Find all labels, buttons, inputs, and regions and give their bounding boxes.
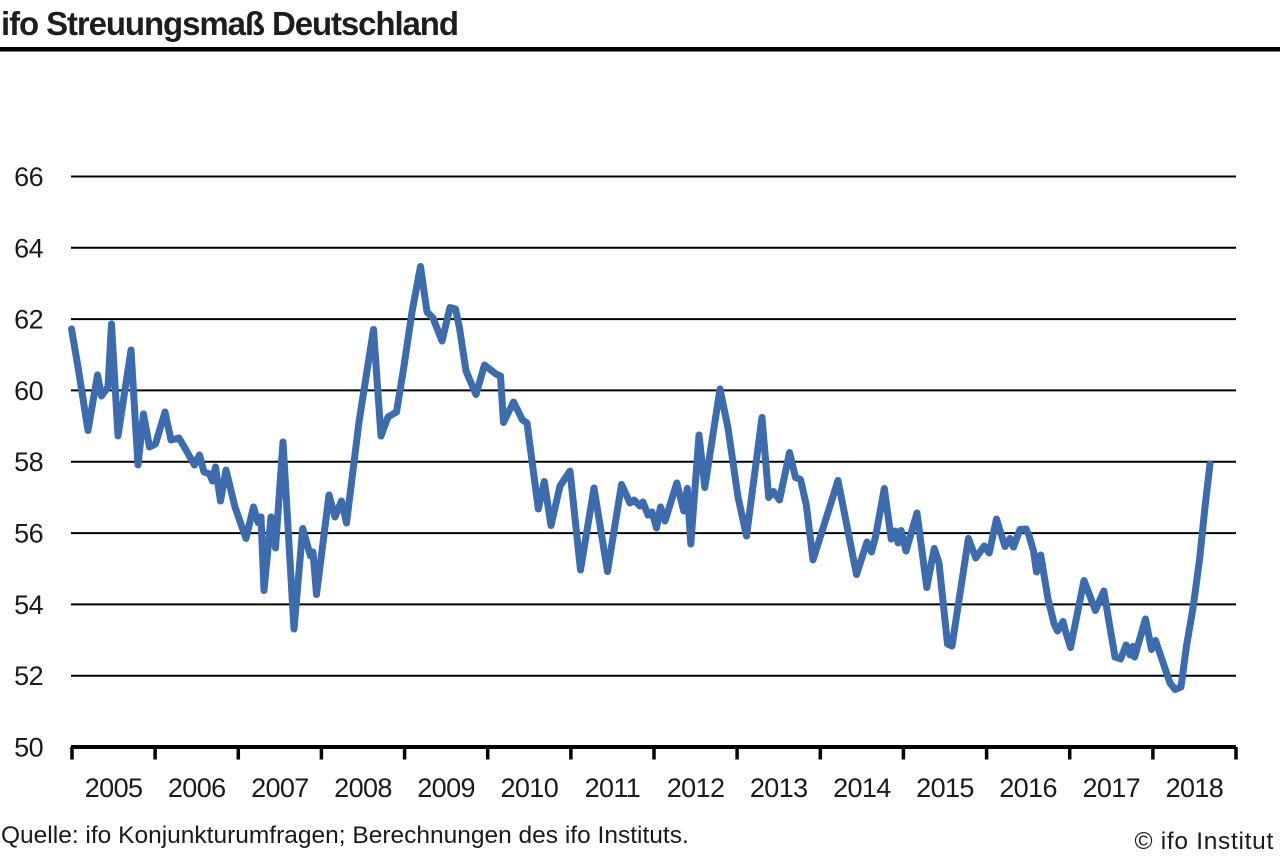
svg-text:54: 54 bbox=[14, 590, 43, 620]
svg-text:64: 64 bbox=[14, 233, 43, 263]
svg-text:2014: 2014 bbox=[833, 773, 891, 803]
svg-text:2017: 2017 bbox=[1082, 773, 1140, 803]
svg-text:2013: 2013 bbox=[750, 773, 808, 803]
svg-text:66: 66 bbox=[14, 162, 43, 192]
svg-text:2012: 2012 bbox=[667, 773, 725, 803]
svg-text:2009: 2009 bbox=[417, 773, 475, 803]
svg-text:2008: 2008 bbox=[334, 773, 392, 803]
svg-text:2016: 2016 bbox=[999, 773, 1057, 803]
svg-text:ifo Streuungsmaß Deutschland: ifo Streuungsmaß Deutschland bbox=[1, 5, 458, 42]
svg-text:2005: 2005 bbox=[85, 773, 143, 803]
svg-text:52: 52 bbox=[14, 661, 43, 691]
svg-text:56: 56 bbox=[14, 519, 43, 549]
svg-text:58: 58 bbox=[14, 447, 43, 477]
svg-text:2015: 2015 bbox=[916, 773, 974, 803]
svg-text:2006: 2006 bbox=[168, 773, 226, 803]
svg-text:2011: 2011 bbox=[585, 773, 641, 803]
svg-text:2018: 2018 bbox=[1166, 773, 1224, 803]
svg-text:62: 62 bbox=[14, 305, 43, 335]
svg-text:2007: 2007 bbox=[251, 773, 309, 803]
svg-text:50: 50 bbox=[14, 733, 43, 763]
svg-text:© ifo Institut: © ifo Institut bbox=[1134, 828, 1274, 855]
svg-text:2010: 2010 bbox=[500, 773, 558, 803]
svg-text:60: 60 bbox=[14, 376, 43, 406]
svg-text:Quelle: ifo Konjunkturumfragen: Quelle: ifo Konjunkturumfragen; Berechnu… bbox=[1, 822, 689, 849]
